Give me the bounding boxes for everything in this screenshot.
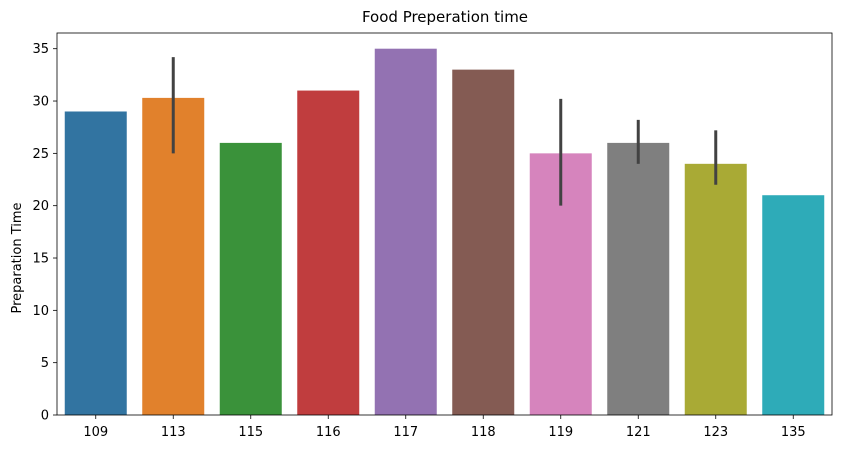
y-axis: 0 5 10 15 20 25 30 35 xyxy=(32,42,57,424)
x-tick-label-113: 113 xyxy=(161,425,186,440)
x-tick-label-119: 119 xyxy=(548,425,573,440)
bar-116 xyxy=(297,90,360,415)
y-tick-label-0: 0 xyxy=(41,409,49,424)
bar-109 xyxy=(64,111,127,415)
x-tick-label-135: 135 xyxy=(781,425,806,440)
y-tick-label-20: 20 xyxy=(32,199,49,214)
plot-frame xyxy=(56,32,833,416)
x-tick-label-121: 121 xyxy=(626,425,651,440)
y-axis-label: Preparation Time xyxy=(10,202,25,313)
x-tick-label-109: 109 xyxy=(83,425,108,440)
x-tick-label-123: 123 xyxy=(703,425,728,440)
bar-135 xyxy=(762,195,825,415)
chart-title: Food Preperation time xyxy=(362,8,528,26)
x-tick-label-117: 117 xyxy=(393,425,418,440)
y-tick-label-5: 5 xyxy=(41,356,49,371)
y-tick-label-30: 30 xyxy=(32,95,49,110)
bar-115 xyxy=(219,142,282,415)
x-axis: 109 113 115 116 117 118 119 121 123 135 xyxy=(83,415,806,440)
x-tick-label-115: 115 xyxy=(238,425,263,440)
y-tick-label-10: 10 xyxy=(32,304,49,319)
bar-118 xyxy=(452,69,515,416)
bar-123 xyxy=(684,163,747,415)
plot-area xyxy=(56,32,833,416)
x-tick-label-116: 116 xyxy=(316,425,341,440)
y-tick-label-25: 25 xyxy=(32,147,49,162)
bar-117 xyxy=(374,48,437,415)
bar-121 xyxy=(607,142,670,415)
y-tick-label-35: 35 xyxy=(32,42,49,57)
y-tick-label-15: 15 xyxy=(32,252,49,267)
x-tick-label-118: 118 xyxy=(471,425,496,440)
